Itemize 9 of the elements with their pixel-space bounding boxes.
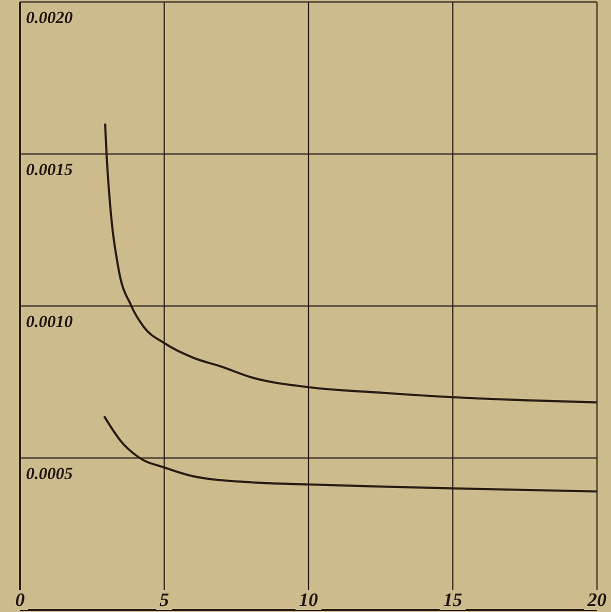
x-tick-label: 5	[160, 590, 170, 611]
x-tick-label: 15	[443, 590, 463, 611]
y-tick-label: 0.0005	[26, 464, 74, 483]
x-tick-label: 20	[586, 590, 607, 611]
y-tick-label: 0.0010	[26, 312, 74, 331]
y-tick-label: 0.0015	[26, 160, 74, 179]
y-tick-label: 0.0020	[26, 8, 74, 27]
x-tick-label: 0	[15, 590, 26, 611]
x-tick-label: 10	[299, 590, 318, 611]
